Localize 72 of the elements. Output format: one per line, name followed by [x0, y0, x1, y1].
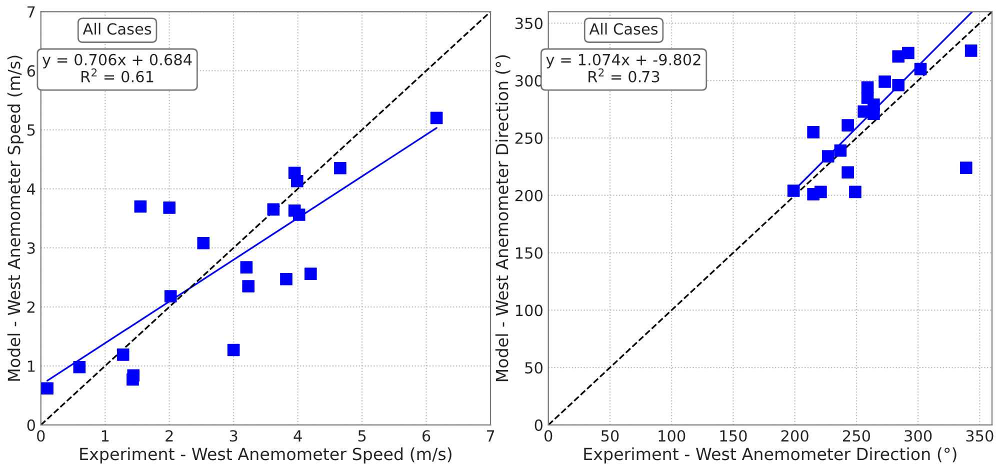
y-tick-label: 200 — [515, 190, 542, 202]
point — [41, 382, 54, 395]
y-tick-label: 150 — [516, 247, 542, 259]
y-tick-label: 100 — [516, 304, 542, 316]
y-tick-label: 50 — [525, 362, 542, 374]
point — [787, 184, 800, 197]
point — [240, 261, 253, 274]
point — [126, 373, 139, 386]
y-tick-label: 4 — [27, 183, 36, 195]
point — [334, 162, 346, 174]
annotation: All Cases — [82, 22, 152, 35]
point — [134, 200, 147, 213]
point — [267, 203, 280, 216]
point — [242, 280, 255, 292]
point — [197, 236, 210, 250]
point — [842, 166, 854, 179]
point — [849, 186, 862, 198]
point — [814, 186, 827, 198]
point — [834, 144, 847, 157]
y-tick-label: 6 — [27, 65, 36, 77]
y-tick-label: 5 — [27, 124, 35, 136]
x-tick-label: 7 — [486, 430, 494, 442]
x-tick-label: 6 — [422, 430, 430, 442]
point — [878, 76, 891, 88]
x-tick-label: 4 — [294, 430, 302, 442]
point — [960, 162, 972, 174]
y-tick-label: 250 — [515, 132, 542, 144]
point — [227, 344, 240, 356]
point — [73, 360, 86, 374]
y-tick-label: 2 — [27, 301, 34, 313]
x-tick-label: 3 — [230, 430, 238, 442]
x-tick-label: 100 — [658, 430, 686, 442]
x-tick-label: 1 — [102, 430, 109, 442]
y-tick-label: 3 — [27, 242, 35, 254]
point — [280, 272, 292, 286]
point — [964, 44, 978, 57]
point — [822, 150, 834, 162]
x-tick-label: 2 — [166, 430, 173, 442]
point — [292, 208, 306, 221]
x-tick-label: 350 — [966, 430, 994, 442]
point — [116, 348, 130, 361]
annotation: All Cases — [589, 22, 658, 35]
y-axis-title: Model - West Anemometer Speed (m/s) — [7, 56, 24, 381]
y-tick-label: 7 — [28, 6, 35, 18]
x-axis-title: Experiment - West Anemometer Speed (m/s) — [80, 447, 452, 464]
point — [164, 290, 177, 302]
y-tick-label: 0 — [534, 419, 542, 431]
y-tick-label: 1 — [28, 360, 35, 372]
x-tick-label: 50 — [601, 430, 619, 442]
y-axis-title: Model - West Anemometer Direction (°) — [495, 55, 510, 382]
point — [914, 62, 927, 76]
point — [868, 108, 880, 120]
y-tick-label: 350 — [515, 18, 542, 30]
x-tick-label: 200 — [781, 430, 808, 442]
point — [842, 119, 854, 132]
y-tick-label: 0 — [27, 419, 35, 431]
x-tick-label: 250 — [842, 430, 870, 442]
annotation: y = 0.706x + 0.684 R$^{2}$ = 0.61 — [42, 54, 192, 82]
point — [902, 46, 914, 60]
x-tick-label: 300 — [904, 430, 932, 442]
point — [291, 174, 304, 188]
x-axis-title: Experiment - West Anemometer Direction (°) — [584, 447, 956, 464]
point — [807, 126, 820, 138]
x-tick-label: 5 — [358, 430, 366, 442]
x-tick-label: 150 — [720, 430, 747, 442]
x-tick-label: 0 — [544, 430, 552, 442]
point — [163, 202, 176, 214]
point — [892, 78, 905, 92]
point — [430, 112, 443, 124]
x-tick-label: 0 — [37, 430, 45, 442]
annotation: y = 1.074x + -9.802 R$^{2}$ = 0.73 — [546, 54, 700, 82]
point — [304, 268, 317, 280]
